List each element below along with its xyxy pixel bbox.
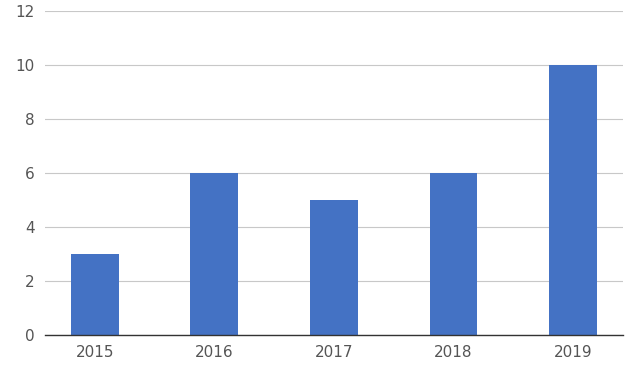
Bar <box>549 65 597 335</box>
Bar <box>190 173 238 335</box>
Bar <box>429 173 478 335</box>
Bar <box>310 200 358 335</box>
Bar <box>71 254 119 335</box>
